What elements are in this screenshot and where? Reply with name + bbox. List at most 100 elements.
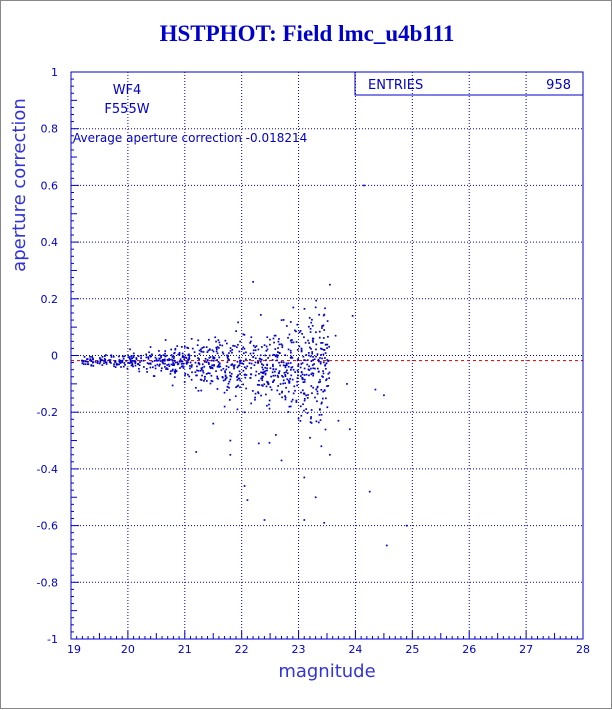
data-point — [147, 357, 150, 360]
data-point — [320, 413, 323, 416]
data-point — [203, 346, 205, 349]
data-point — [254, 361, 257, 364]
data-point — [183, 345, 186, 348]
data-point — [216, 375, 219, 378]
data-point — [94, 361, 97, 363]
data-point — [272, 368, 275, 371]
data-point — [303, 519, 306, 521]
data-point — [104, 355, 106, 358]
data-point — [249, 358, 251, 361]
data-point — [296, 380, 299, 383]
data-point — [233, 365, 235, 368]
data-point — [273, 379, 275, 382]
data-point — [284, 354, 287, 357]
data-point — [319, 357, 321, 359]
data-point — [184, 374, 186, 377]
data-point — [274, 355, 277, 358]
data-point — [168, 365, 171, 368]
data-point — [85, 360, 88, 363]
data-point — [281, 390, 283, 393]
data-point — [312, 359, 315, 361]
data-point — [239, 359, 242, 362]
data-point — [308, 374, 310, 377]
data-point — [303, 336, 305, 339]
data-point — [196, 369, 198, 372]
data-point — [164, 339, 167, 341]
data-point — [182, 365, 184, 368]
data-point — [190, 366, 193, 368]
data-point — [309, 331, 312, 333]
data-point — [164, 366, 166, 368]
data-point — [273, 354, 276, 356]
data-point — [234, 345, 236, 347]
data-point — [311, 351, 313, 353]
data-point — [149, 366, 152, 369]
data-point — [91, 355, 93, 358]
data-point — [101, 364, 104, 366]
data-point — [315, 355, 317, 358]
data-point — [229, 350, 232, 352]
data-point — [258, 372, 260, 375]
data-point — [326, 343, 329, 346]
data-point — [301, 378, 304, 381]
data-point — [237, 365, 240, 367]
data-point — [291, 356, 294, 359]
data-point — [329, 453, 331, 456]
data-point — [269, 343, 271, 346]
data-point — [267, 381, 269, 384]
data-point — [118, 359, 121, 361]
data-point — [213, 357, 216, 360]
data-point — [201, 347, 204, 349]
data-point — [226, 385, 229, 388]
data-point — [196, 365, 198, 368]
data-point — [105, 354, 107, 356]
data-point — [158, 354, 161, 356]
data-point — [220, 369, 223, 372]
data-point — [164, 359, 166, 362]
data-point — [259, 358, 262, 360]
data-point — [119, 362, 122, 364]
data-point — [254, 349, 257, 352]
data-point — [287, 348, 290, 351]
data-point — [348, 428, 351, 431]
data-point — [164, 362, 166, 365]
data-point — [277, 385, 279, 387]
data-point — [256, 383, 259, 386]
data-point — [260, 363, 263, 365]
data-point — [110, 356, 113, 358]
data-point — [306, 397, 309, 399]
data-point — [309, 355, 312, 358]
stats-entries-value: 958 — [546, 78, 571, 93]
data-point — [312, 341, 314, 343]
data-point — [301, 389, 304, 392]
data-point — [218, 356, 221, 359]
data-point — [280, 361, 283, 363]
data-point — [179, 360, 181, 363]
data-point — [99, 361, 102, 363]
data-point — [118, 360, 121, 363]
data-point — [315, 348, 317, 351]
data-point — [216, 348, 218, 351]
data-point — [228, 380, 231, 383]
data-point — [162, 358, 165, 361]
data-point — [124, 363, 126, 366]
data-point — [196, 344, 199, 347]
data-point — [250, 402, 253, 405]
data-point — [149, 363, 152, 365]
data-point — [276, 356, 279, 359]
data-point — [86, 363, 89, 366]
data-point — [200, 389, 203, 392]
data-point — [305, 408, 308, 410]
data-point — [243, 366, 246, 369]
data-point — [263, 344, 266, 347]
data-point — [278, 372, 280, 374]
data-point — [323, 389, 326, 391]
data-point — [188, 354, 191, 357]
data-point — [310, 385, 313, 387]
data-point — [171, 359, 174, 362]
data-point — [174, 361, 177, 364]
data-point — [253, 364, 256, 367]
data-point — [274, 348, 277, 350]
data-point — [280, 319, 283, 321]
